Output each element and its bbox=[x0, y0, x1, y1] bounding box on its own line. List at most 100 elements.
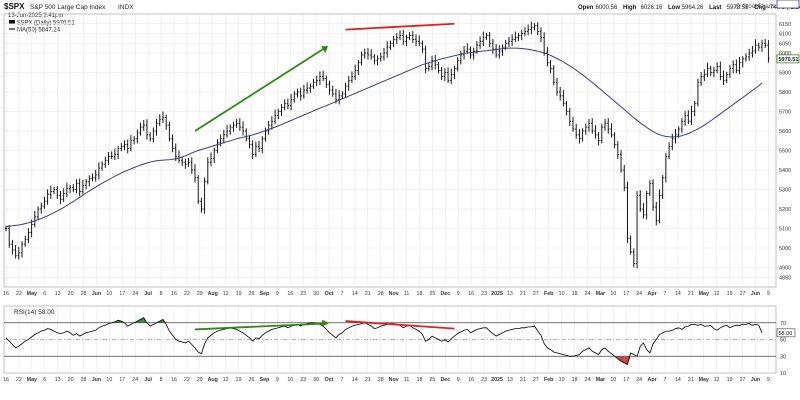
price-bar bbox=[478, 36, 482, 49]
price-bar bbox=[651, 179, 655, 211]
price-bar bbox=[578, 129, 581, 144]
price-x-tick-label: 19 bbox=[727, 291, 733, 297]
price-bar bbox=[539, 27, 543, 43]
ohlc-label-last: Last bbox=[709, 5, 721, 11]
rsi-x-tick-label: 24 bbox=[132, 377, 138, 383]
price-bar bbox=[389, 40, 392, 50]
price-bar bbox=[241, 121, 245, 136]
rsi-oversold-fill bbox=[627, 356, 631, 365]
price-bar bbox=[267, 120, 270, 135]
price-bar bbox=[213, 147, 216, 163]
price-bar bbox=[443, 68, 447, 82]
rsi-x-tick-label: Sep bbox=[260, 377, 270, 383]
last-price-box bbox=[776, 54, 800, 64]
price-bar bbox=[379, 52, 382, 62]
price-bar bbox=[574, 123, 578, 139]
price-bar bbox=[56, 185, 59, 200]
price-bar bbox=[446, 67, 450, 84]
rsi-x-tick-label: Jun bbox=[92, 377, 101, 383]
price-x-tick-label: 6 bbox=[43, 291, 46, 297]
price-bar bbox=[437, 61, 440, 74]
price-bar bbox=[209, 152, 213, 166]
price-bar bbox=[225, 125, 229, 138]
price-bar bbox=[248, 135, 251, 149]
rsi-x-tick-label: Nov bbox=[389, 377, 399, 383]
price-bar bbox=[687, 110, 690, 124]
rsi-uptrend-arrowhead bbox=[322, 319, 330, 327]
price-bar bbox=[190, 157, 193, 174]
price-bar bbox=[81, 179, 85, 195]
price-x-tick-label: 23 bbox=[300, 291, 306, 297]
price-x-tick-label: 18 bbox=[572, 291, 578, 297]
price-bar bbox=[331, 85, 334, 97]
price-x-tick-label: Mar bbox=[596, 291, 605, 297]
price-bar bbox=[616, 141, 620, 160]
price-bar bbox=[398, 30, 402, 41]
price-bar bbox=[123, 140, 126, 151]
price-x-tick-label: 21 bbox=[688, 291, 694, 297]
price-x-tick-label: 16 bbox=[171, 291, 177, 297]
price-bar bbox=[440, 67, 443, 81]
rsi-x-tick-label: Mar bbox=[596, 377, 605, 383]
price-bar bbox=[392, 35, 395, 47]
rsi-y-tick-label: 30 bbox=[780, 354, 786, 360]
price-bar bbox=[84, 178, 88, 190]
price-bar bbox=[571, 116, 575, 132]
rsi-x-tick-label: Oct bbox=[325, 377, 334, 383]
price-bar bbox=[418, 35, 421, 46]
rsi-x-tick-label: May bbox=[27, 377, 37, 383]
security-name: S&P 500 Large Cap Index bbox=[30, 4, 106, 11]
price-bar bbox=[206, 157, 210, 185]
price-bar bbox=[632, 248, 636, 268]
price-bar bbox=[510, 34, 514, 46]
price-bar bbox=[200, 197, 203, 213]
price-bar bbox=[629, 235, 632, 255]
price-x-axis: 16 22 May 6 13 20 28 Jun 10 17 24 Jul 8 16 22 29 Aug 12 19… bbox=[3, 291, 770, 297]
price-bar bbox=[703, 69, 706, 82]
rsi-y-tick-label: 50 bbox=[780, 338, 786, 344]
price-x-tick-label: 2025 bbox=[491, 291, 503, 297]
price-bar bbox=[667, 142, 671, 160]
price-bar bbox=[757, 42, 760, 51]
price-bar bbox=[62, 188, 65, 202]
price-bar bbox=[78, 178, 81, 197]
price-bar bbox=[72, 184, 75, 193]
price-x-tick-label: Oct bbox=[325, 291, 334, 297]
symbol-label: $SPX bbox=[4, 2, 25, 11]
ma50-line bbox=[5, 47, 763, 228]
price-bar bbox=[613, 132, 616, 149]
price-bar bbox=[619, 150, 623, 173]
price-bar bbox=[222, 129, 226, 144]
price-bar bbox=[642, 203, 645, 219]
price-bar bbox=[485, 32, 488, 41]
price-bar bbox=[735, 59, 738, 74]
price-y-tick-label: 5200 bbox=[779, 207, 791, 213]
price-bar bbox=[100, 161, 104, 171]
price-panel: 4850 4900 5000 5100 5200 5300 5400 5500 5600 5700… bbox=[3, 0, 800, 297]
price-bar bbox=[555, 77, 559, 96]
price-bar bbox=[187, 157, 190, 167]
price-bar bbox=[152, 127, 155, 143]
price-y-tick-label: 5100 bbox=[779, 227, 791, 233]
price-y-tick-label: 6150 bbox=[779, 22, 791, 28]
price-bar bbox=[610, 123, 613, 138]
price-x-tick-label: Jul bbox=[144, 291, 152, 297]
ma-last-label: 5847.24 bbox=[779, 0, 799, 2]
price-x-tick-label: 14 bbox=[675, 291, 681, 297]
price-bar bbox=[728, 65, 732, 79]
price-bar bbox=[536, 22, 539, 36]
price-y-tick-label: 6100 bbox=[779, 32, 791, 38]
price-bar bbox=[373, 54, 376, 65]
price-bar bbox=[696, 78, 700, 107]
price-bar bbox=[623, 164, 626, 192]
rsi-x-tick-label: 30 bbox=[313, 377, 319, 383]
price-bar bbox=[402, 29, 405, 46]
price-bar bbox=[603, 118, 607, 131]
price-legend-swatch bbox=[9, 20, 15, 24]
price-bar bbox=[683, 111, 687, 126]
price-bar bbox=[126, 139, 129, 154]
price-bar bbox=[731, 60, 735, 74]
price-x-tick-label: 17 bbox=[623, 291, 629, 297]
rsi-overbought-fill bbox=[118, 320, 122, 323]
price-bar bbox=[235, 118, 238, 128]
